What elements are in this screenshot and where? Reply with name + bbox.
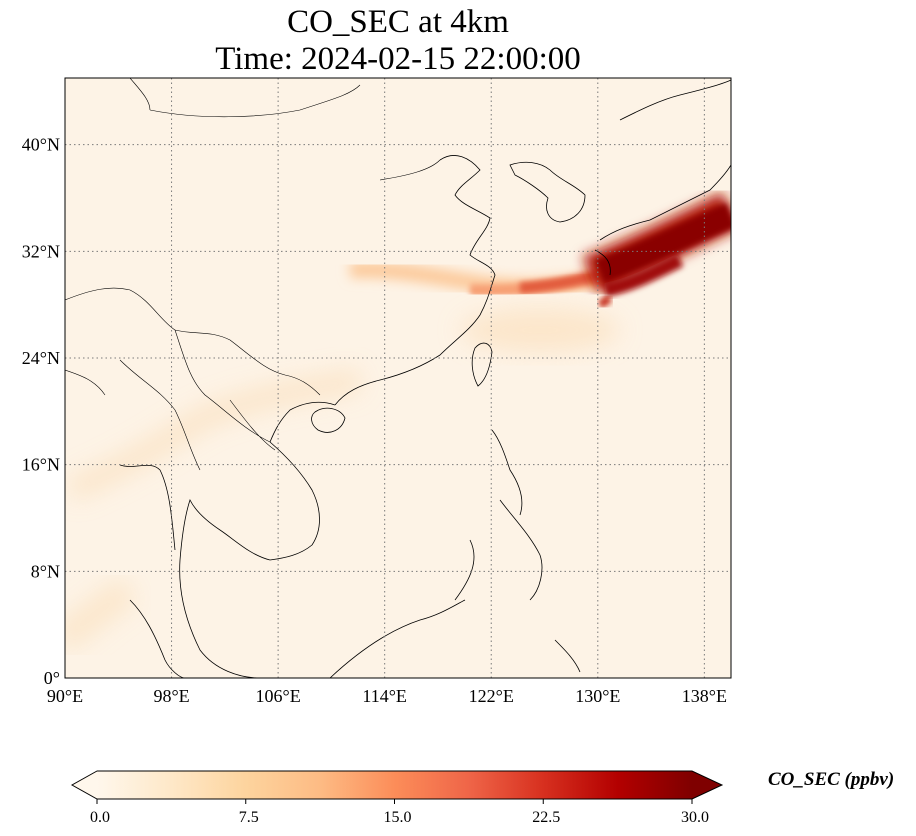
malay-peninsula: [129, 599, 186, 678]
longitude-tick-labels: 90°E 98°E 106°E 114°E 122°E 130°E 138°E: [47, 686, 727, 706]
lat-tick-label: 24°N: [22, 348, 60, 368]
lon-tick-label: 130°E: [575, 686, 620, 706]
lat-tick-label: 32°N: [22, 241, 60, 261]
myanmar-coastline: [119, 464, 176, 551]
lat-tick-label: 16°N: [22, 455, 60, 475]
lon-tick-label: 90°E: [47, 686, 83, 706]
northern-borders: [129, 78, 441, 181]
map-subtitle-time: Time: 2024-02-15 22:00:00: [215, 41, 581, 77]
china-coastline: [334, 155, 496, 406]
lat-tick-label: 40°N: [22, 135, 60, 155]
map-plot-area: [65, 78, 731, 678]
lat-tick-label: 8°N: [31, 561, 60, 581]
colorbar-tick-label: 7.5: [239, 809, 259, 826]
colorbar-extend-max: [692, 771, 722, 799]
lat-tick-label: 0°: [44, 668, 60, 688]
map-border: [64, 77, 732, 679]
philippine-islands: [454, 429, 581, 673]
borneo-coastline: [329, 599, 466, 678]
hainan-island: [311, 407, 346, 433]
lon-tick-label: 98°E: [153, 686, 189, 706]
coastline-borders: [65, 78, 731, 678]
colorbar: 0.0 7.5 15.0 22.5 30.0: [70, 770, 724, 826]
lon-tick-label: 138°E: [682, 686, 727, 706]
gulf-of-tonkin-coast: [269, 401, 336, 443]
lon-tick-label: 106°E: [256, 686, 301, 706]
lon-tick-label: 114°E: [362, 686, 407, 706]
lon-tick-label: 122°E: [469, 686, 514, 706]
colorbar-tick-label: 22.5: [532, 809, 560, 826]
latitude-tick-labels: 0° 8°N 16°N 24°N 32°N 40°N: [22, 135, 60, 688]
colorbar-ticks: 0.0 7.5 15.0 22.5 30.0: [90, 799, 709, 826]
colorbar-tick-label: 15.0: [384, 809, 412, 826]
map-title: CO_SEC at 4km: [287, 4, 509, 40]
gridlines: [65, 78, 731, 678]
colorbar-gradient: [97, 771, 692, 799]
colorbar-title: CO_SEC (ppbv): [768, 769, 895, 790]
vietnam-coastline: [269, 441, 320, 561]
taiwan-island: [471, 342, 493, 387]
concentration-background: [65, 78, 731, 678]
colorbar-tick-label: 0.0: [90, 809, 110, 826]
korean-peninsula: [509, 161, 586, 223]
colorbar-extend-min: [72, 771, 97, 799]
colorbar-tick-label: 30.0: [681, 809, 709, 826]
land-borders: [65, 287, 321, 471]
indochina-coastline: [179, 498, 271, 678]
